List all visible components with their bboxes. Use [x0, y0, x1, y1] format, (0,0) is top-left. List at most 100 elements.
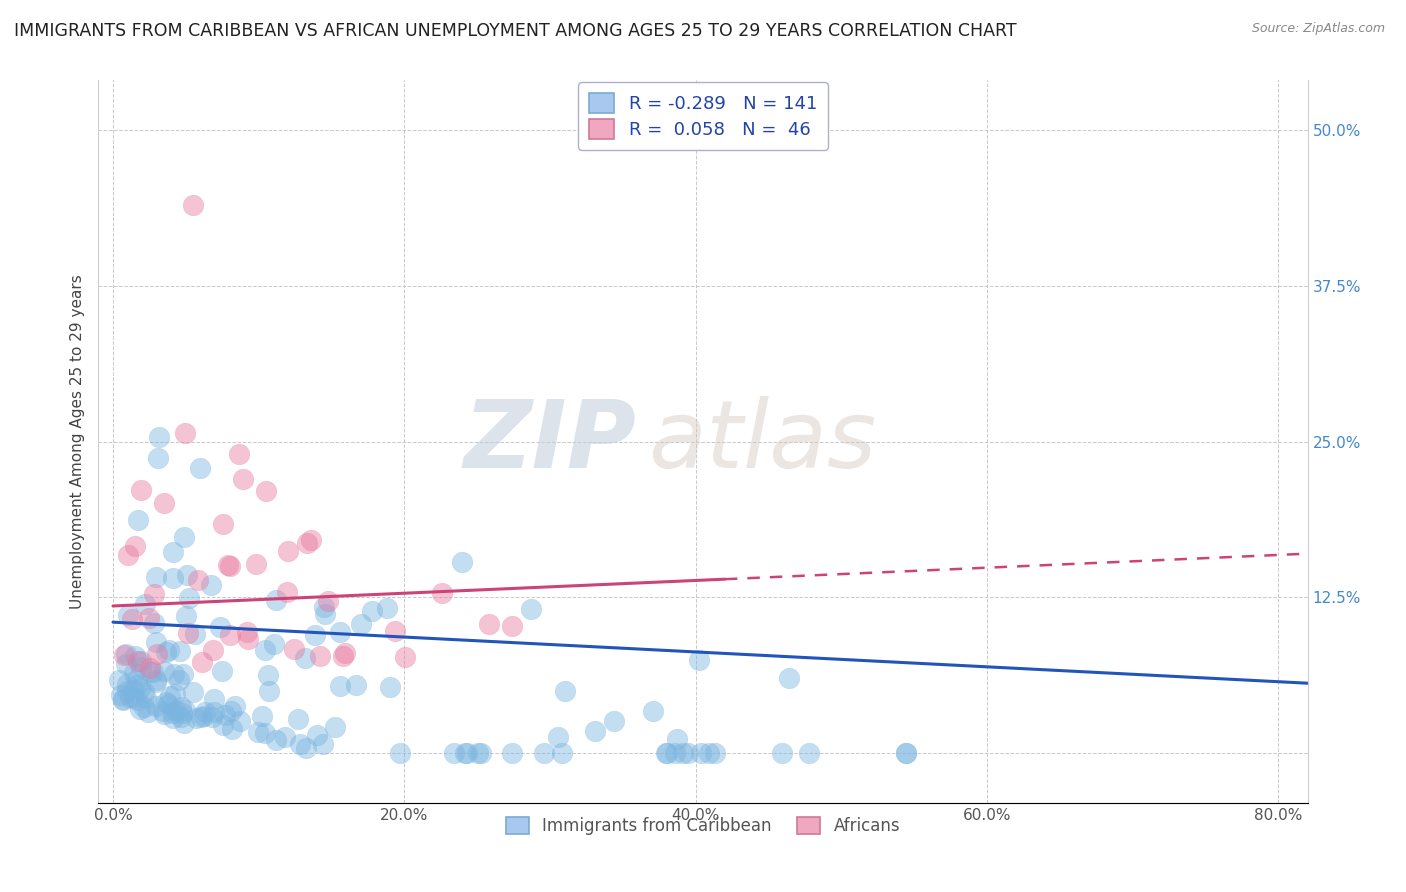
Point	[129, 654, 152, 668]
Point	[170, 699, 193, 714]
Point	[108, 673, 131, 688]
Point	[277, 544, 299, 558]
Point	[232, 472, 254, 486]
Point	[641, 704, 664, 718]
Point	[127, 513, 149, 527]
Text: Source: ZipAtlas.com: Source: ZipAtlas.com	[1251, 22, 1385, 36]
Point	[188, 461, 211, 475]
Point	[190, 710, 212, 724]
Point	[676, 746, 699, 760]
Point	[174, 609, 197, 624]
Point	[454, 746, 477, 760]
Point	[655, 746, 678, 760]
Point	[256, 668, 278, 682]
Point	[501, 746, 523, 760]
Point	[135, 691, 157, 706]
Point	[143, 616, 166, 631]
Point	[211, 664, 233, 678]
Point	[603, 714, 626, 728]
Point	[146, 451, 169, 466]
Point	[257, 684, 280, 698]
Point	[145, 698, 167, 713]
Point	[148, 429, 170, 443]
Point	[287, 712, 309, 726]
Point	[554, 683, 576, 698]
Point	[294, 650, 316, 665]
Point	[200, 578, 222, 592]
Point	[181, 198, 204, 212]
Point	[316, 594, 339, 608]
Point	[380, 680, 402, 694]
Point	[153, 706, 176, 721]
Point	[187, 574, 209, 588]
Point	[127, 654, 149, 668]
Point	[115, 657, 138, 671]
Point	[329, 679, 352, 693]
Point	[173, 703, 195, 717]
Point	[202, 706, 225, 720]
Point	[276, 585, 298, 599]
Point	[155, 695, 177, 709]
Point	[451, 555, 474, 569]
Point	[688, 653, 710, 667]
Point	[142, 587, 165, 601]
Point	[122, 666, 145, 681]
Point	[177, 626, 200, 640]
Point	[117, 607, 139, 622]
Point	[157, 643, 180, 657]
Point	[430, 586, 453, 600]
Text: ZIP: ZIP	[464, 395, 637, 488]
Point	[250, 709, 273, 723]
Point	[443, 746, 465, 760]
Point	[167, 673, 190, 687]
Point	[121, 612, 143, 626]
Point	[121, 683, 143, 698]
Point	[134, 597, 156, 611]
Point	[247, 725, 270, 739]
Point	[163, 667, 186, 681]
Point	[145, 570, 167, 584]
Y-axis label: Unemployment Among Ages 25 to 29 years: Unemployment Among Ages 25 to 29 years	[70, 274, 86, 609]
Point	[547, 731, 569, 745]
Point	[295, 536, 318, 550]
Point	[115, 677, 138, 691]
Point	[519, 602, 541, 616]
Point	[131, 483, 153, 497]
Point	[174, 425, 197, 440]
Point	[551, 746, 574, 760]
Point	[128, 702, 150, 716]
Point	[202, 692, 225, 706]
Point	[112, 648, 135, 663]
Point	[690, 746, 713, 760]
Point	[236, 624, 259, 639]
Point	[229, 714, 252, 728]
Point	[323, 720, 346, 734]
Point	[304, 628, 326, 642]
Point	[125, 678, 148, 692]
Point	[177, 591, 200, 605]
Point	[125, 693, 148, 707]
Point	[145, 673, 167, 687]
Point	[193, 709, 215, 723]
Point	[266, 593, 288, 607]
Point	[169, 644, 191, 658]
Point	[253, 643, 276, 657]
Point	[183, 685, 205, 699]
Point	[375, 601, 398, 615]
Point	[224, 699, 246, 714]
Point	[208, 620, 231, 634]
Point	[212, 516, 235, 531]
Point	[146, 647, 169, 661]
Point	[152, 704, 174, 718]
Point	[797, 746, 820, 760]
Point	[299, 533, 322, 547]
Point	[344, 678, 367, 692]
Point	[360, 604, 382, 618]
Point	[283, 641, 305, 656]
Point	[332, 648, 354, 663]
Point	[236, 632, 259, 646]
Point	[288, 737, 311, 751]
Point	[124, 649, 146, 664]
Point	[169, 709, 191, 723]
Point	[201, 642, 224, 657]
